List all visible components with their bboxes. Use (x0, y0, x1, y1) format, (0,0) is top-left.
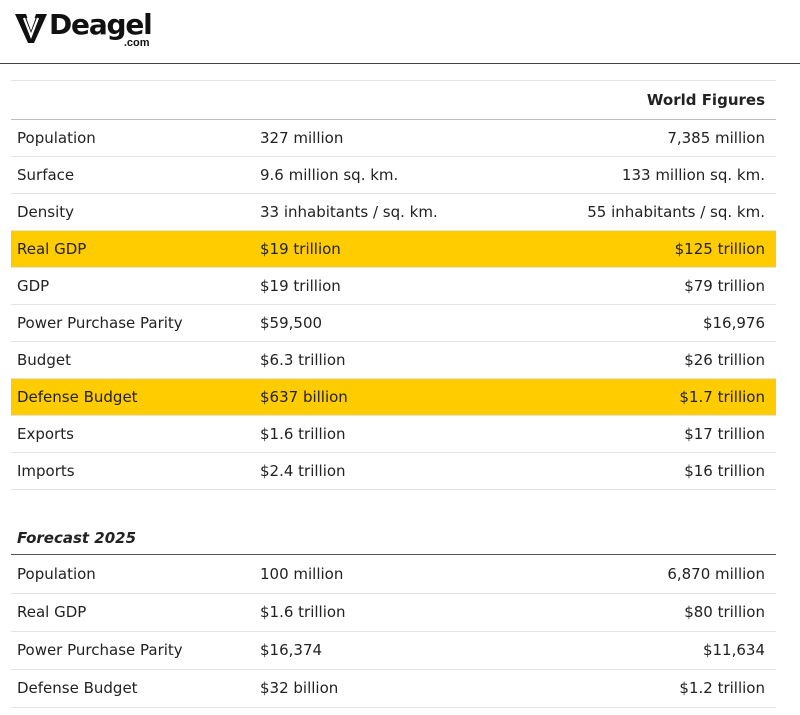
row-label: Population (11, 119, 254, 157)
row-label: Population (17, 564, 96, 583)
logo-word: Deagel (49, 8, 153, 41)
row-value: $6.3 trillion (254, 341, 504, 379)
row-value: $637 billion (254, 378, 504, 416)
row-label: Power Purchase Parity (11, 304, 254, 342)
row-value: 9.6 million sq. km. (254, 156, 504, 194)
header-label-cell (11, 80, 254, 120)
table-row: Budget $6.3 trillion $26 trillion (11, 341, 776, 379)
country-figures-table: World Figures Population 327 million 7,385… (11, 80, 776, 490)
row-value: $16,374 (254, 630, 504, 669)
table-row: Population 100 million 6,870 million (11, 555, 776, 593)
table-row: Real GDP $19 trillion $125 trillion (11, 230, 776, 268)
row-world-value: $26 trillion (504, 341, 776, 379)
row-world-value: $1.7 trillion (504, 378, 776, 416)
table-row: Power Purchase Parity $59,500 $16,976 (11, 304, 776, 342)
row-world-value: $1.2 trillion (504, 668, 776, 708)
row-world-value: $16 trillion (504, 452, 776, 490)
table-row: Defense Budget $32 billion $1.2 trillion (11, 668, 776, 708)
table-row: Real GDP $1.6 trillion $80 trillion (11, 592, 776, 631)
logo-suffix: .com (123, 37, 150, 49)
row-value: 327 million (254, 119, 504, 157)
row-world-value: $16,976 (504, 304, 776, 342)
deagel-emblem-icon (15, 14, 47, 43)
row-label: Density (11, 193, 254, 231)
forecast-title: Forecast 2025 (11, 521, 776, 555)
world-figures-header: World Figures (504, 80, 776, 120)
table-row: Density 33 inhabitants / sq. km. 55 inhabi… (11, 193, 776, 231)
row-label: Budget (11, 341, 254, 379)
deagel-logo-link[interactable]: Deagel .com (14, 8, 153, 52)
row-world-value: $11,634 (504, 630, 776, 669)
table-row: Imports $2.4 trillion $16 trillion (11, 452, 776, 490)
row-value: 33 inhabitants / sq. km. (254, 193, 504, 231)
country-stats: World Figures Population 327 million 7,385… (11, 80, 776, 708)
row-value: $32 billion (254, 668, 504, 708)
row-world-value: 133 million sq. km. (504, 156, 776, 194)
row-value: $19 trillion (254, 267, 504, 305)
row-label: Imports (11, 452, 254, 490)
row-world-value: $79 trillion (504, 267, 776, 305)
table-row: Surface 9.6 million sq. km. 133 million sq… (11, 156, 776, 194)
row-world-value: $125 trillion (504, 230, 776, 268)
row-label: Power Purchase Parity (11, 630, 254, 669)
row-world-value: $80 trillion (504, 592, 776, 631)
row-label: Defense Budget (11, 378, 254, 416)
table-row: GDP $19 trillion $79 trillion (11, 267, 776, 305)
row-value: $19 trillion (254, 230, 504, 268)
row-label: Exports (11, 415, 254, 453)
row-value: $1.6 trillion (254, 415, 504, 453)
row-value: $59,500 (254, 304, 504, 342)
row-world-value: 6,870 million (667, 564, 765, 583)
row-label: GDP (11, 267, 254, 305)
row-value: 100 million (260, 564, 344, 583)
row-label: Real GDP (11, 230, 254, 268)
table-row: Population 327 million 7,385 million (11, 119, 776, 157)
header-value-cell (254, 80, 504, 120)
row-value: $2.4 trillion (254, 452, 504, 490)
table-row: Defense Budget $637 billion $1.7 trillion (11, 378, 776, 416)
table-row: Exports $1.6 trillion $17 trillion (11, 415, 776, 453)
row-label: Real GDP (11, 592, 254, 631)
site-header: Deagel .com (0, 0, 800, 64)
row-world-value: 55 inhabitants / sq. km. (504, 193, 776, 231)
row-label: Defense Budget (11, 668, 254, 708)
forecast-table: Population 100 million 6,870 million Real G… (11, 555, 776, 708)
row-world-value: 7,385 million (504, 119, 776, 157)
table-row: Power Purchase Parity $16,374 $11,634 (11, 630, 776, 669)
row-label: Surface (11, 156, 254, 194)
row-world-value: $17 trillion (504, 415, 776, 453)
row-value: $1.6 trillion (254, 592, 504, 631)
table-header-row: World Figures (11, 80, 776, 120)
logo-text: Deagel .com (49, 8, 153, 52)
